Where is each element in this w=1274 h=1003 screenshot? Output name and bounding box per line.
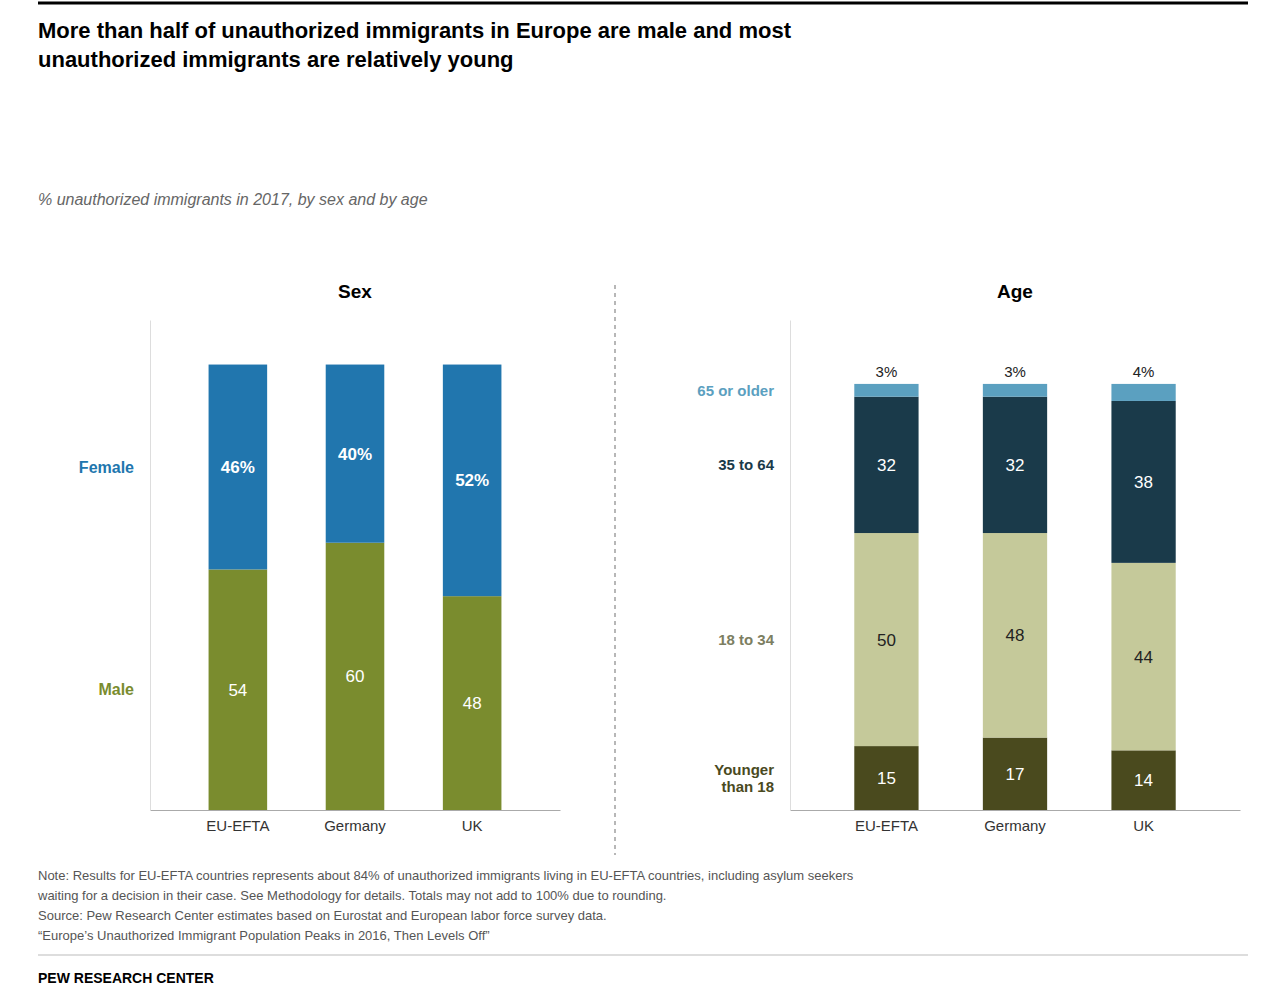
text-line: More than half of unauthorized immigrant… bbox=[38, 18, 792, 43]
bar-series bbox=[854, 533, 1175, 750]
panel: Age 15 17 14 50 48 44 32 32 38 3% 3% 4% EU-EFTA German… bbox=[697, 281, 1240, 834]
subtitle: % unauthorized immigrants in 2017, by se… bbox=[38, 191, 428, 208]
text-line: 65 or older bbox=[697, 382, 774, 399]
legend-entry: 65 or older bbox=[697, 382, 774, 399]
x-axis-line bbox=[791, 810, 1241, 811]
x-tick-label: EU-EFTA bbox=[206, 817, 269, 834]
text-line: Female bbox=[79, 459, 134, 476]
bar-segment bbox=[854, 397, 918, 533]
bar-segment bbox=[209, 365, 268, 570]
text-line: 18 to 34 bbox=[718, 631, 775, 648]
source: PEW RESEARCH CENTER bbox=[38, 970, 214, 986]
y-axis bbox=[790, 321, 791, 811]
note: Source: Pew Research Center estimates ba… bbox=[38, 908, 607, 923]
data-label: 60 bbox=[346, 667, 365, 686]
bar-segment bbox=[1111, 384, 1175, 401]
text-line: unauthorized immigrants are relatively y… bbox=[38, 47, 514, 72]
data-label: 40% bbox=[338, 445, 372, 464]
bar-segment bbox=[443, 596, 502, 810]
y-axis bbox=[150, 321, 151, 811]
data-label: 3% bbox=[876, 363, 898, 380]
legend-entry: Female bbox=[79, 459, 134, 476]
legend: Male Female bbox=[79, 459, 134, 699]
x-axis: EU-EFTA Germany UK bbox=[791, 811, 1241, 834]
data-label: 32 bbox=[877, 456, 896, 475]
y-axis-line bbox=[150, 321, 151, 811]
x-tick-label: UK bbox=[462, 817, 483, 834]
plot-area bbox=[854, 384, 1175, 810]
chart-root: More than half of unauthorized immigrant… bbox=[0, 0, 1274, 1003]
x-tick-label: EU-EFTA bbox=[855, 817, 918, 834]
y-axis-line bbox=[790, 321, 791, 811]
data-label: 54 bbox=[228, 681, 247, 700]
data-labels: 15 17 14 50 48 44 32 32 38 3% 3% 4% bbox=[876, 363, 1155, 790]
bar-segment bbox=[983, 397, 1047, 533]
title: More than half of unauthorized immigrant… bbox=[38, 18, 792, 72]
data-label: 44 bbox=[1134, 648, 1153, 667]
x-tick-label: Germany bbox=[324, 817, 386, 834]
data-label: 32 bbox=[1006, 456, 1025, 475]
data-label: 50 bbox=[877, 631, 896, 650]
data-label: 46% bbox=[221, 458, 255, 477]
x-tick: UK bbox=[1133, 817, 1154, 834]
legend-entry: Male bbox=[98, 681, 134, 698]
bar-segment bbox=[983, 533, 1047, 738]
x-tick-label: UK bbox=[1133, 817, 1154, 834]
legend-entry: Youngerthan 18 bbox=[714, 761, 774, 795]
data-label: 48 bbox=[1006, 626, 1025, 645]
note: “Europe’s Unauthorized Immigrant Populat… bbox=[38, 928, 490, 943]
data-label: 4% bbox=[1133, 363, 1155, 380]
bar-segment bbox=[443, 365, 502, 597]
data-label: 38 bbox=[1134, 473, 1153, 492]
text-line: 35 to 64 bbox=[718, 456, 775, 473]
bar-segment bbox=[983, 738, 1047, 810]
plot-area bbox=[209, 365, 502, 810]
bar-series bbox=[209, 365, 502, 597]
bar-segment bbox=[209, 569, 268, 810]
bar-segment bbox=[326, 543, 385, 810]
bar-segment bbox=[854, 384, 918, 397]
bar-segment bbox=[1111, 750, 1175, 810]
bar-series bbox=[854, 384, 1175, 401]
legend: Youngerthan 18 18 to 34 35 to 64 65 or olde… bbox=[697, 382, 774, 795]
legend-entry: 18 to 34 bbox=[718, 631, 775, 648]
data-label: 14 bbox=[1134, 771, 1153, 790]
bar-segment bbox=[1111, 401, 1175, 563]
top-rule bbox=[38, 2, 1248, 5]
text-line: than 18 bbox=[721, 778, 774, 795]
panel: Sex 54 60 48 46% 40% 52% EU-EFTA Germany UK Male Fe… bbox=[79, 281, 561, 834]
x-tick: EU-EFTA bbox=[855, 817, 918, 834]
bar-segment bbox=[1111, 563, 1175, 750]
bar-series bbox=[854, 397, 1175, 563]
bar-segment bbox=[326, 365, 385, 543]
x-tick: Germany bbox=[984, 817, 1046, 834]
data-label: 15 bbox=[877, 769, 896, 788]
x-tick: EU-EFTA bbox=[206, 817, 269, 834]
data-label: 17 bbox=[1006, 765, 1025, 784]
legend-entry: 35 to 64 bbox=[718, 456, 775, 473]
data-label: 3% bbox=[1004, 363, 1026, 380]
data-label: 52% bbox=[455, 471, 489, 490]
divider bbox=[614, 285, 615, 855]
bottom-rule bbox=[38, 955, 1248, 956]
text-line: Younger bbox=[714, 761, 774, 778]
x-tick: UK bbox=[462, 817, 483, 834]
panel-title: Age bbox=[997, 281, 1033, 302]
bar-segment bbox=[854, 746, 918, 810]
note: waiting for a decision in their case. Se… bbox=[37, 888, 666, 903]
data-labels: 54 60 48 46% 40% 52% bbox=[221, 445, 489, 713]
x-tick-label: Germany bbox=[984, 817, 1046, 834]
x-tick: Germany bbox=[324, 817, 386, 834]
panel-title: Sex bbox=[338, 281, 372, 302]
bar-segment bbox=[854, 533, 918, 746]
x-axis: EU-EFTA Germany UK bbox=[151, 811, 561, 834]
notes: Note: Results for EU-EFTA countries repr… bbox=[37, 868, 854, 943]
x-axis-line bbox=[151, 810, 561, 811]
note: Note: Results for EU-EFTA countries repr… bbox=[38, 868, 854, 883]
bar-segment bbox=[983, 384, 1047, 397]
data-label: 48 bbox=[463, 694, 482, 713]
text-line: Male bbox=[98, 681, 134, 698]
